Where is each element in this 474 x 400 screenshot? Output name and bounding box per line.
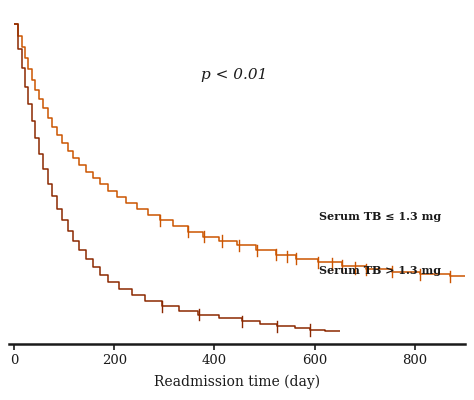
Text: Serum TB > 1.3 mg: Serum TB > 1.3 mg [319,264,441,276]
Text: Serum TB ≤ 1.3 mg: Serum TB ≤ 1.3 mg [319,211,441,222]
X-axis label: Readmission time (day): Readmission time (day) [154,374,320,389]
Text: p < 0.01: p < 0.01 [201,68,267,82]
